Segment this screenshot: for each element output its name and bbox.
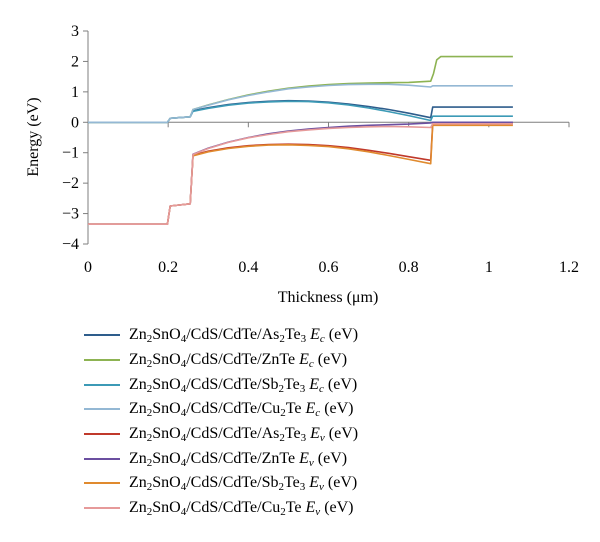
y-tick-label: −3 [62,206,79,223]
x-tick-label: 1.2 [559,259,579,276]
legend-item: Zn2SnO4/CdS/CdTe/As2Te3 Ev (eV) [84,422,358,447]
series-line-1 [88,99,513,124]
y-tick-label: 0 [71,114,79,131]
series-line-7 [88,124,513,225]
series-line-4 [88,83,513,124]
series-line-6 [88,121,513,225]
band-diagram-chart: −4 −3 −2 −1 0 1 2 3 0 0.2 0.4 0.6 0.8 1 1.2 Energy (e… [25,23,579,306]
legend-item: Zn2SnO4/CdS/CdTe/As2Te3 Ec (eV) [84,323,358,348]
x-tick-label: 0.8 [399,259,419,276]
legend-item: Zn2SnO4/CdS/CdTe/Cu2Te Ev (eV) [84,496,358,521]
legend-swatch [84,359,120,362]
legend-swatch [84,408,120,411]
legend-label: Zn2SnO4/CdS/CdTe/Cu2Te Ec (eV) [129,400,354,420]
chart-legend: Zn2SnO4/CdS/CdTe/As2Te3 Ec (eV) Zn2SnO4/C… [84,323,358,521]
legend-label: Zn2SnO4/CdS/CdTe/ZnTe Ec (eV) [129,351,348,371]
series-layer [88,55,513,225]
legend-item: Zn2SnO4/CdS/CdTe/ZnTe Ev (eV) [84,446,358,471]
legend-item: Zn2SnO4/CdS/CdTe/Sb2Te3 Ec (eV) [84,372,358,397]
legend-label: Zn2SnO4/CdS/CdTe/As2Te3 Ev (eV) [129,425,359,445]
legend-label: Zn2SnO4/CdS/CdTe/Sb2Te3 Ev (eV) [129,474,358,494]
y-tick-label: −2 [62,175,79,192]
legend-swatch [84,482,120,485]
series-line-2 [88,55,513,124]
legend-swatch [84,334,120,337]
legend-label: Zn2SnO4/CdS/CdTe/Sb2Te3 Ec (eV) [129,375,358,395]
legend-swatch [84,433,120,436]
legend-label: Zn2SnO4/CdS/CdTe/ZnTe Ev (eV) [129,449,348,469]
y-tick-label: 2 [71,53,79,70]
x-tick-label: 1 [485,259,493,276]
legend-swatch [84,383,120,386]
legend-item: Zn2SnO4/CdS/CdTe/Cu2Te Ec (eV) [84,397,358,422]
legend-label: Zn2SnO4/CdS/CdTe/As2Te3 Ec (eV) [129,326,359,346]
x-tick-label: 0.6 [319,259,339,276]
y-axis-title: Energy (eV) [25,97,42,176]
series-line-8 [88,123,513,225]
legend-label: Zn2SnO4/CdS/CdTe/Cu2Te Ev (eV) [129,499,354,519]
series-line-3 [88,100,513,124]
y-tick-label: 1 [71,84,79,101]
y-tick-label: 3 [71,23,79,40]
x-tick-label: 0.4 [238,259,258,276]
y-tick-label: −4 [62,236,79,253]
y-tick-label: −1 [62,145,79,162]
series-line-5 [88,122,513,225]
y-axis: −4 −3 −2 −1 0 1 2 3 [62,23,89,253]
legend-item: Zn2SnO4/CdS/CdTe/ZnTe Ec (eV) [84,348,358,373]
x-axis-title: Thickness (μm) [278,289,379,306]
x-tick-label: 0 [84,259,92,276]
legend-swatch [84,457,120,460]
x-tick-label: 0.2 [158,259,178,276]
legend-item: Zn2SnO4/CdS/CdTe/Sb2Te3 Ev (eV) [84,471,358,496]
legend-swatch [84,507,120,510]
